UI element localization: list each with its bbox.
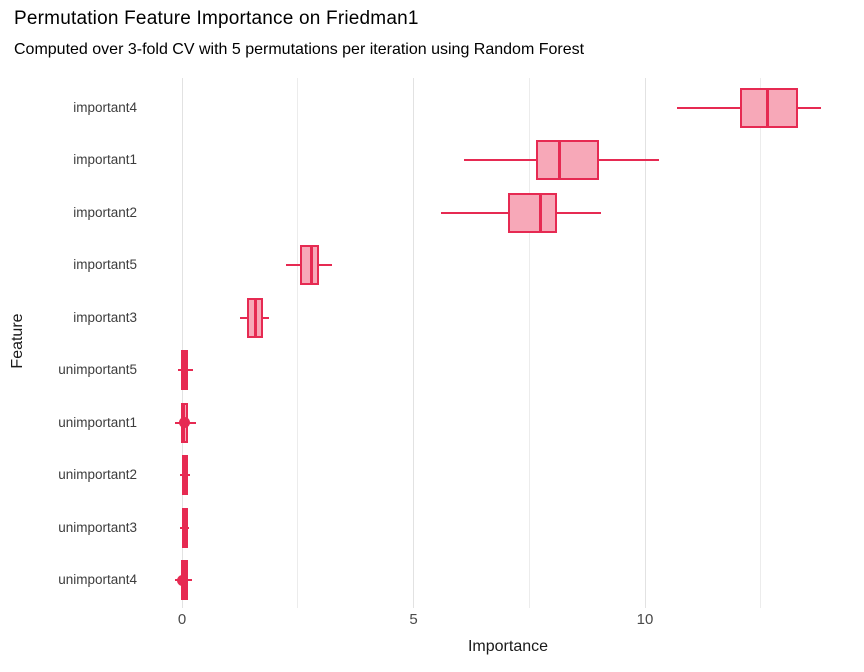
y-axis-label-important4: important4: [73, 99, 137, 115]
boxplot-box-important2: [508, 192, 558, 233]
boxplot-box-important5: [300, 245, 319, 285]
boxplot-median-unimportant5: [182, 350, 186, 390]
x-tick-label-10: 10: [636, 611, 654, 628]
y-axis-title: Feature: [9, 313, 26, 369]
chart-title: Permutation Feature Importance on Friedm…: [14, 8, 419, 29]
plot-panel: [0, 78, 864, 608]
y-axis-label-unimportant4: unimportant4: [58, 572, 137, 587]
gridline-major-x-5: [413, 78, 414, 608]
y-axis-label-unimportant5: unimportant5: [58, 362, 137, 377]
y-axis-label-important2: important2: [73, 204, 137, 220]
boxplot-median-unimportant2: [182, 455, 186, 495]
x-tick-label-0: 0: [177, 611, 187, 628]
outlier-point-unimportant1: [178, 417, 190, 428]
boxplot-median-important1: [557, 140, 561, 180]
gridline-major-x-10: [644, 78, 646, 608]
x-axis-title: Importance: [467, 638, 549, 655]
outlier-point-unimportant4: [176, 574, 188, 586]
gridline-minor-x-7.5: [528, 78, 530, 608]
chart-subtitle: Computed over 3-fold CV with 5 permutati…: [14, 41, 585, 58]
boxplot-median-important3: [253, 297, 257, 338]
y-axis-label-important3: important3: [73, 309, 137, 325]
y-axis-label-unimportant3: unimportant3: [58, 519, 137, 535]
gridline-minor-x-12.5: [760, 78, 762, 608]
gridline-major-x-0: [181, 78, 183, 608]
boxplot-median-unimportant3: [182, 507, 186, 548]
y-axis-label-important5: important5: [73, 257, 137, 272]
y-axis-label-important1: important1: [73, 152, 137, 167]
x-tick-label-5: 5: [409, 611, 418, 628]
boxplot-median-important5: [310, 245, 314, 285]
boxplot-box-important1: [536, 140, 599, 180]
boxplot-median-important4: [766, 87, 770, 128]
y-axis-label-unimportant1: unimportant1: [58, 414, 137, 430]
gridline-minor-x-2.5: [297, 78, 299, 608]
boxplot-median-important2: [539, 192, 543, 233]
y-axis-label-unimportant2: unimportant2: [58, 467, 137, 482]
